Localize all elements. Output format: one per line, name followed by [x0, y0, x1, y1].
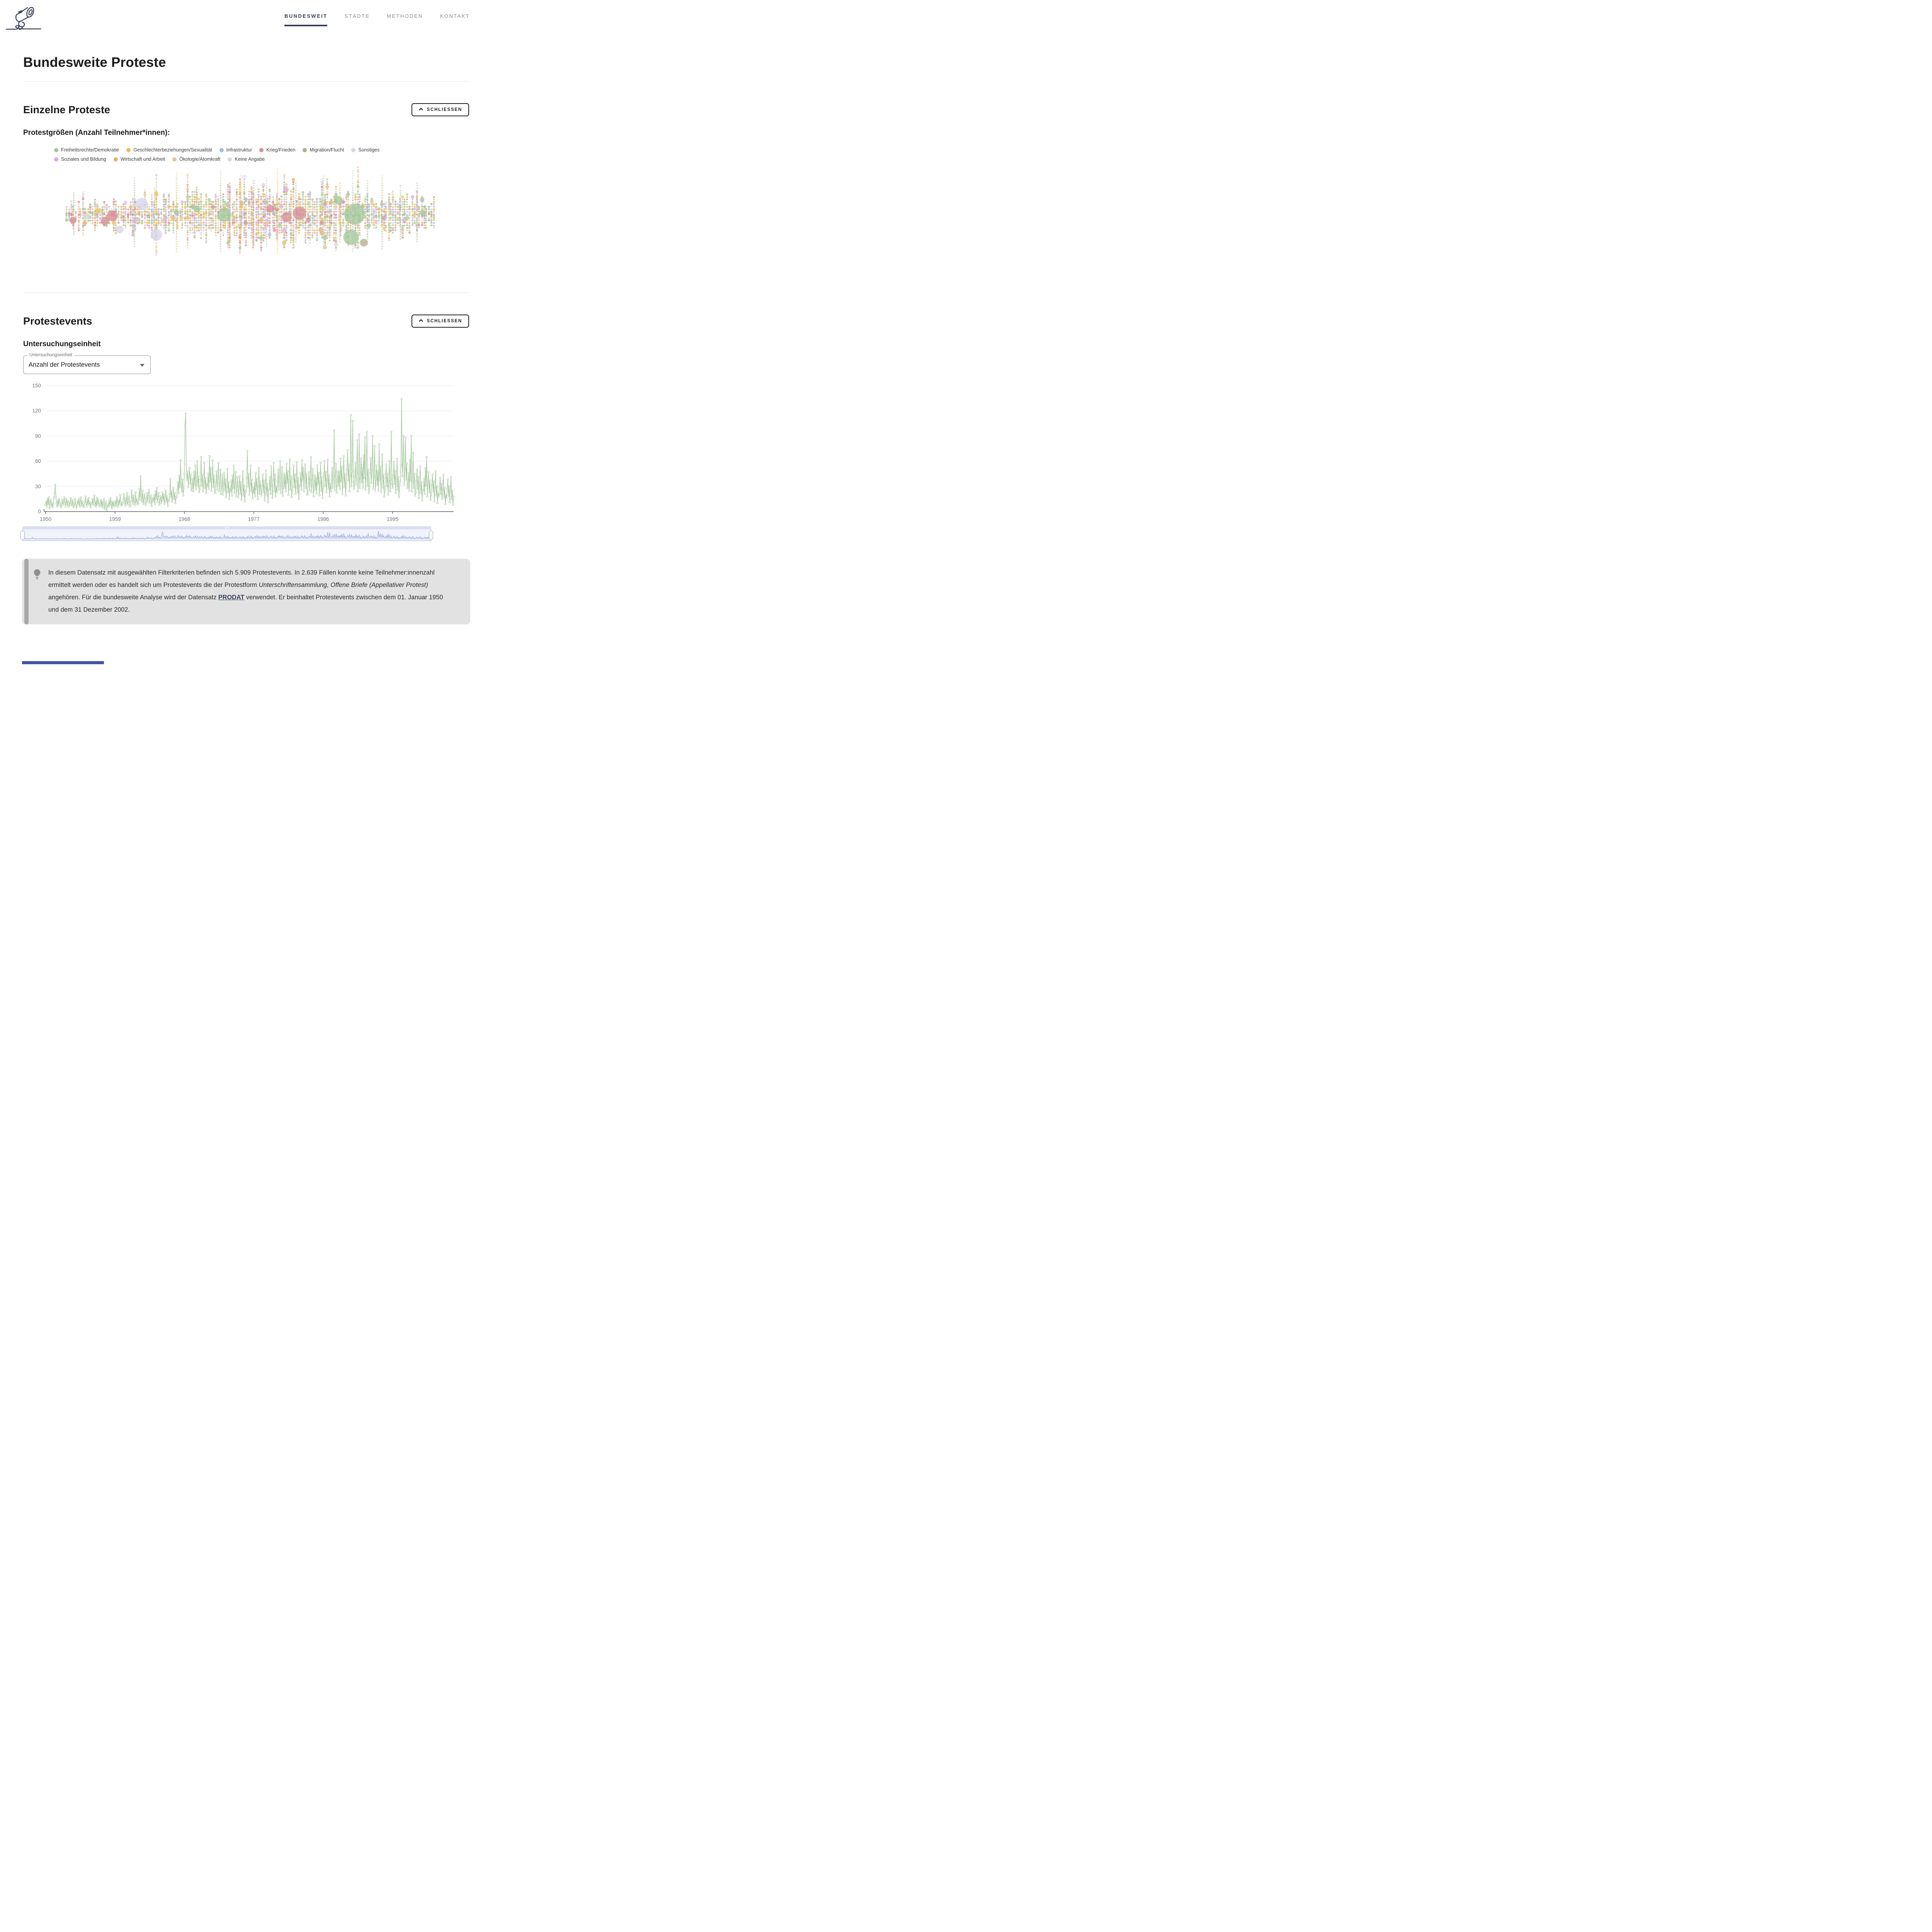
legend-item: Sonstiges: [351, 147, 379, 153]
legend-item: Soziales und Bildung: [54, 156, 106, 162]
legend-dot-icon: [54, 157, 58, 162]
svg-text:1950: 1950: [40, 516, 51, 522]
svg-text:0: 0: [38, 509, 41, 515]
nav-item-kontakt[interactable]: KONTAKT: [440, 13, 470, 19]
svg-text:1959: 1959: [109, 516, 121, 522]
svg-text:1968: 1968: [179, 516, 190, 522]
legend-dot-icon: [219, 148, 224, 152]
section-events-header: Protestevents SCHLIESSEN: [23, 315, 469, 328]
brush-scroll-strip[interactable]: [22, 526, 431, 529]
main-nav: BUNDESWEIT STÄDTE METHODEN KONTAKT: [284, 2, 470, 26]
chevron-up-icon: [418, 319, 423, 323]
legend-label: Sonstiges: [358, 147, 380, 153]
legend-item: Infrastruktur: [219, 147, 252, 153]
svg-text:90: 90: [35, 433, 41, 439]
select-current-value: Anzahl der Protestevents: [29, 361, 100, 368]
nav-item-städte[interactable]: STÄDTE: [344, 13, 370, 19]
legend-label: Freiheitsrechte/Demokratie: [61, 147, 119, 153]
dropdown-arrow-icon: [140, 364, 145, 367]
lightbulb-icon: [33, 569, 41, 585]
legend-dot-icon: [126, 148, 131, 152]
legend-label: Krieg/Frieden: [266, 147, 296, 153]
legend-label: Geschlechterbeziehungen/Sexualität: [133, 147, 212, 153]
legend-item: Ökologie/Atomkraft: [172, 156, 220, 162]
legend-item: Krieg/Frieden: [259, 147, 295, 153]
svg-text:60: 60: [35, 458, 41, 464]
legend-item: Freiheitsrechte/Demokratie: [54, 147, 119, 153]
legend-dot-icon: [172, 157, 177, 162]
legend-label: Wirtschaft und Arbeit: [120, 156, 165, 162]
svg-text:1977: 1977: [248, 516, 260, 522]
chevron-up-icon: [418, 107, 423, 112]
time-range-brush[interactable]: [20, 526, 433, 541]
svg-text:30: 30: [35, 483, 41, 489]
footer-accent-bar: [22, 661, 104, 664]
protestgroessen-subtitle: Protestgrößen (Anzahl Teilnehmer*innen):: [23, 129, 170, 137]
megaphone-logo-icon: [5, 2, 42, 32]
page-title: Bundesweite Proteste: [23, 55, 166, 70]
protest-bubble-chart[interactable]: [23, 163, 469, 267]
legend-label: Keine Angabe: [235, 156, 265, 162]
brush-grip-icon[interactable]: [225, 527, 229, 529]
dataset-infobox: In diesem Datensatz mit ausgewählten Fil…: [22, 559, 470, 624]
legend-dot-icon: [303, 148, 307, 152]
brush-selection-area[interactable]: [20, 529, 433, 541]
prodat-link[interactable]: PRODAT: [218, 594, 245, 601]
site-logo[interactable]: [5, 2, 42, 32]
page-content: Bundesweite Proteste Einzelne Proteste S…: [0, 55, 492, 526]
site-header: BUNDESWEIT STÄDTE METHODEN KONTAKT: [0, 0, 492, 34]
nav-item-methoden[interactable]: METHODEN: [387, 13, 423, 19]
svg-text:1995: 1995: [387, 516, 398, 522]
legend-dot-icon: [113, 157, 118, 162]
svg-text:1986: 1986: [317, 516, 329, 522]
infobox-wrap: In diesem Datensatz mit ausgewählten Fil…: [0, 559, 492, 624]
legend-dot-icon: [259, 148, 264, 152]
section-einzelne-header: Einzelne Proteste SCHLIESSEN: [23, 103, 469, 116]
section-einzelne-title: Einzelne Proteste: [23, 104, 111, 116]
page: { "header": { "nav": [ {"label": "BUNDES…: [0, 0, 492, 664]
legend-label: Ökologie/Atomkraft: [179, 156, 221, 162]
events-schliessen-button[interactable]: SCHLIESSEN: [411, 315, 469, 328]
svg-text:120: 120: [32, 408, 41, 414]
divider-top: [23, 81, 469, 82]
section-events-title: Protestevents: [23, 315, 92, 327]
brush-handle-right[interactable]: [429, 531, 433, 539]
events-schliessen-label: SCHLIESSEN: [427, 319, 462, 323]
nav-item-bundesweit[interactable]: BUNDESWEIT: [284, 13, 328, 26]
untersuchungseinheit-select[interactable]: Untersuchungseinheit Anzahl der Proteste…: [23, 353, 151, 374]
svg-text:150: 150: [32, 383, 41, 389]
legend-label: Infrastruktur: [226, 147, 252, 153]
untersuchungseinheit-subtitle: Untersuchungseinheit: [23, 340, 101, 348]
bubble-chart-legend: Freiheitsrechte/Demokratie Geschlechterbe…: [54, 147, 437, 162]
select-floating-label: Untersuchungseinheit: [27, 353, 75, 357]
legend-item: Migration/Flucht: [303, 147, 344, 153]
brush-handle-left[interactable]: [20, 531, 25, 539]
legend-label: Migration/Flucht: [310, 147, 344, 153]
einzelne-schliessen-button[interactable]: SCHLIESSEN: [411, 103, 469, 116]
brush-mini-chart: [23, 531, 430, 540]
infobox-text: In diesem Datensatz mit ausgewählten Fil…: [48, 569, 443, 613]
legend-dot-icon: [228, 157, 232, 162]
legend-item: Geschlechterbeziehungen/Sexualität: [126, 147, 212, 153]
legend-dot-icon: [351, 148, 356, 152]
protestevents-line-chart[interactable]: 0 30 60 90 120 150 1950 1959 1968 1977 1986 1995: [23, 381, 469, 526]
legend-item: Wirtschaft und Arbeit: [113, 156, 165, 162]
legend-label: Soziales und Bildung: [61, 156, 106, 162]
legend-dot-icon: [54, 148, 58, 152]
einzelne-schliessen-label: SCHLIESSEN: [427, 107, 462, 112]
legend-item: Keine Angabe: [228, 156, 265, 162]
